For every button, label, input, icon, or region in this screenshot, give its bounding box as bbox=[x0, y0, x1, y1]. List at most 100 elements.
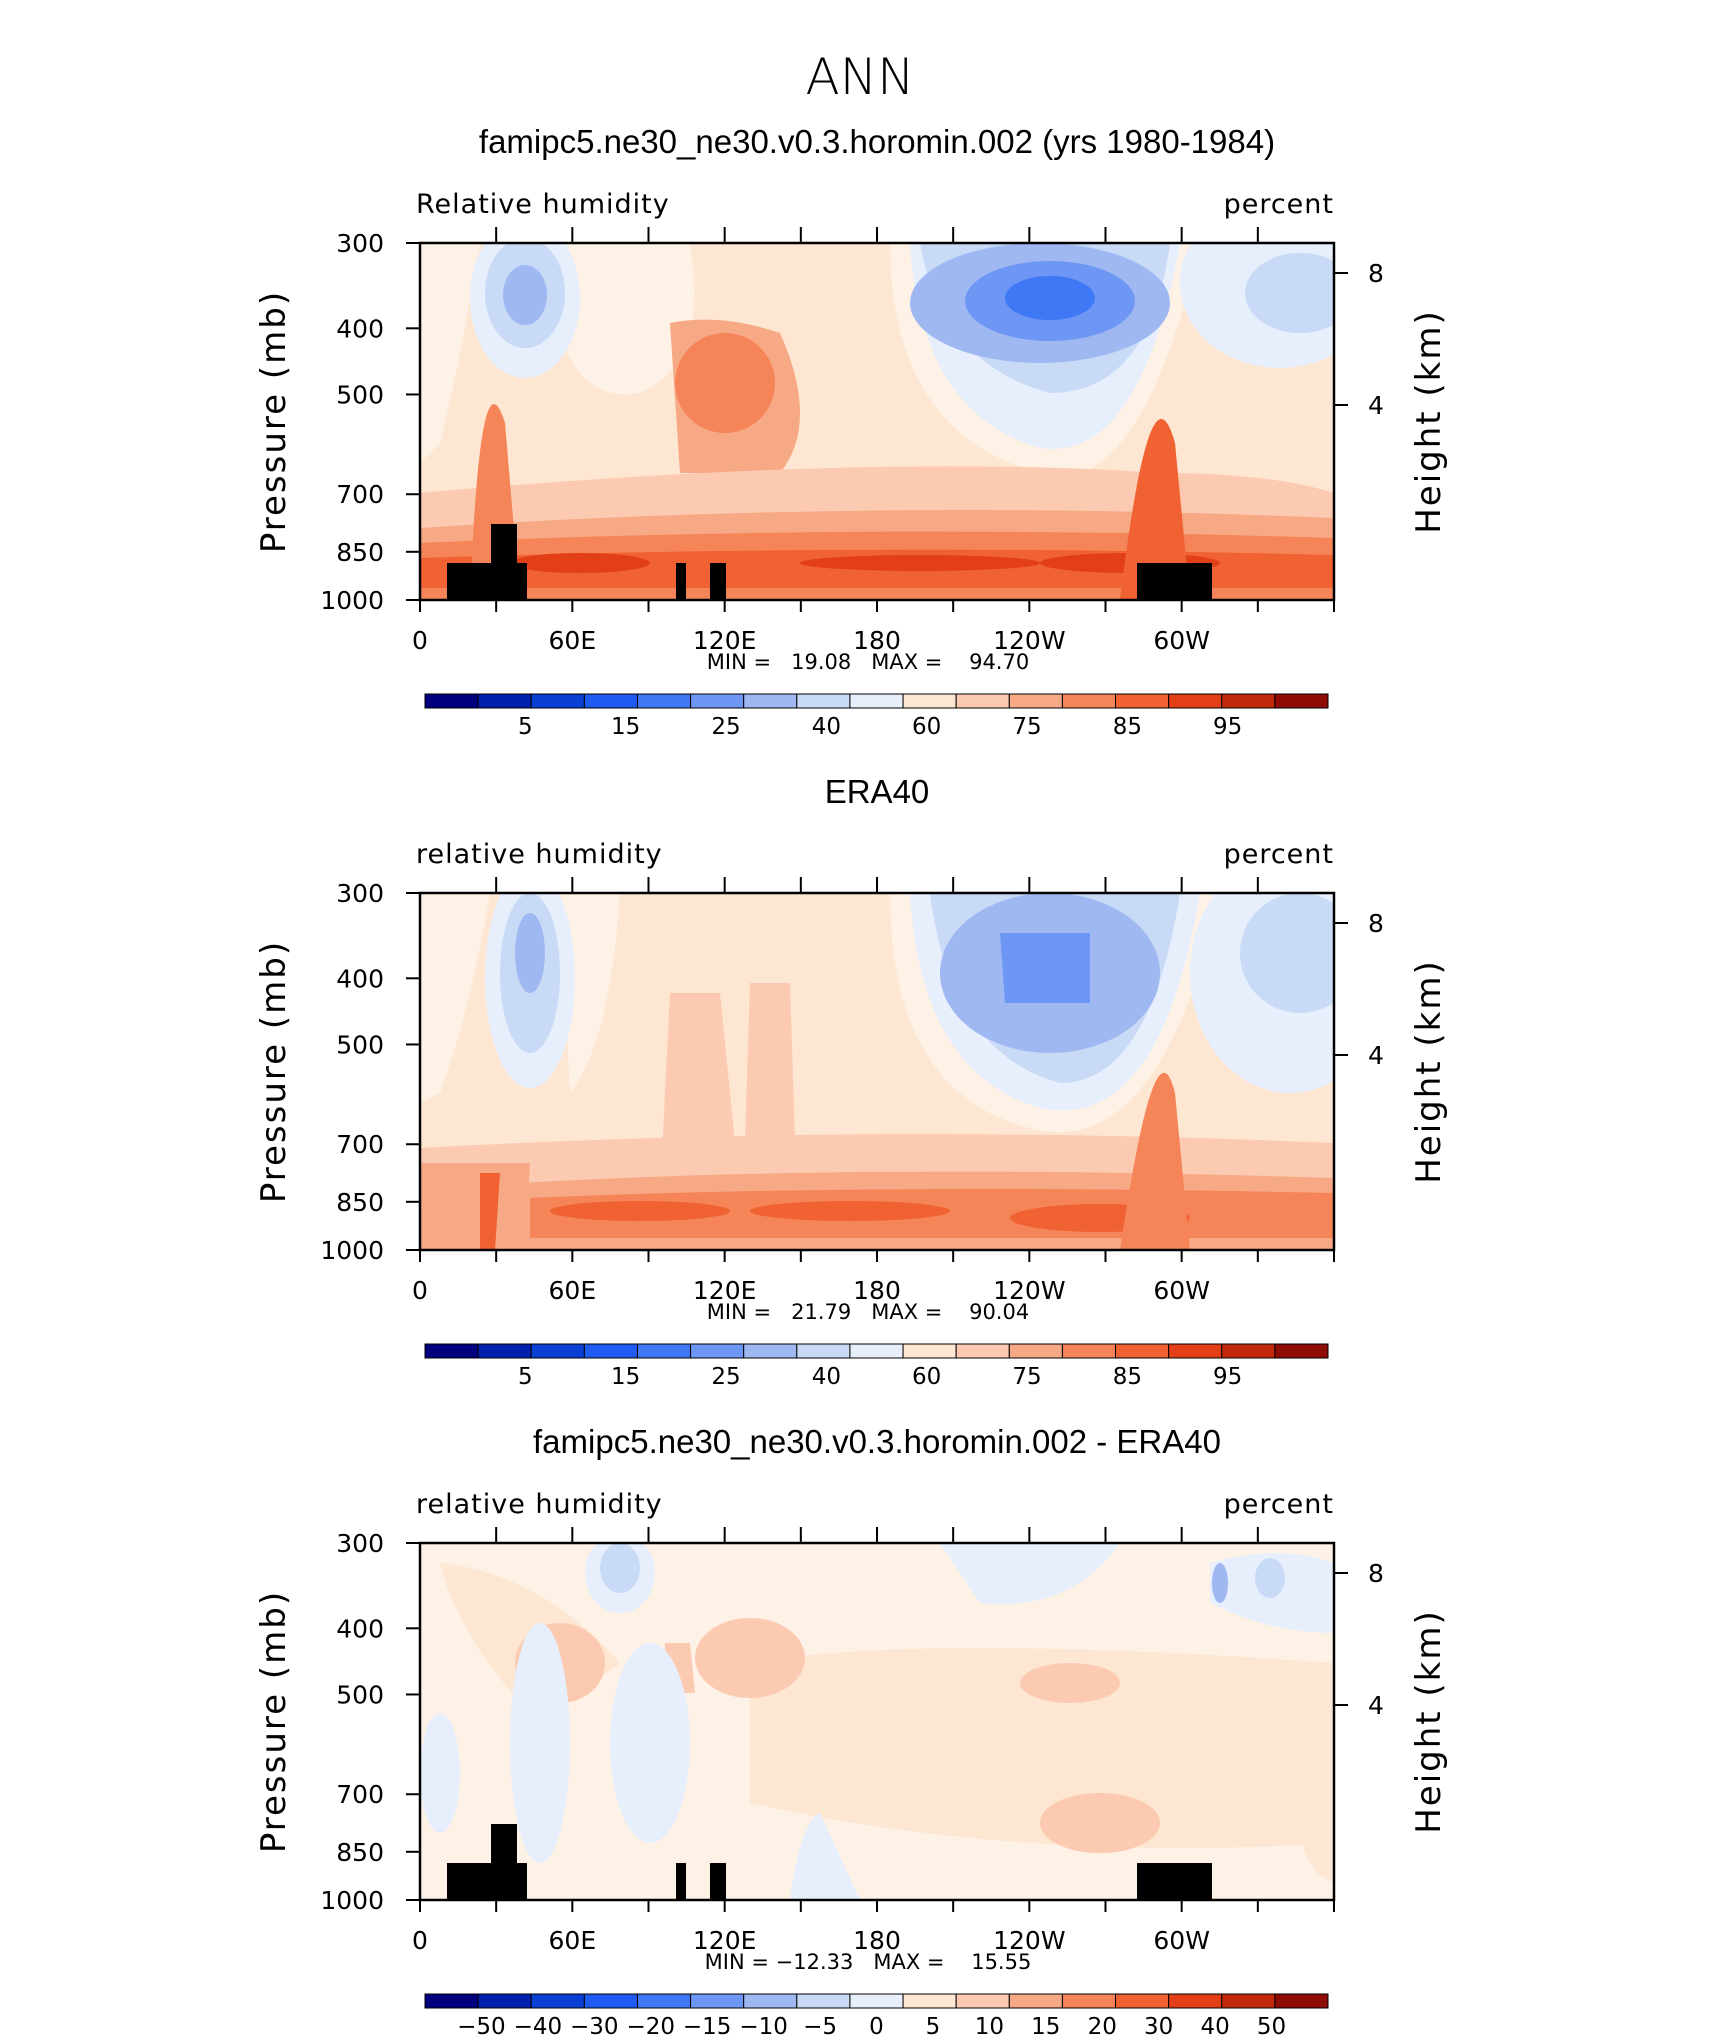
x-tick-label: 120W bbox=[993, 1926, 1065, 1955]
min-max-stats: MIN = −12.33 MAX = 15.55 bbox=[705, 1950, 1032, 1974]
colorbar-swatch bbox=[636, 1993, 692, 2009]
contour-region bbox=[503, 265, 547, 325]
colorbar-swatch bbox=[743, 1993, 798, 2009]
contour-region bbox=[610, 1643, 690, 1843]
colorbar-swatch bbox=[583, 1343, 638, 1359]
y-tick-label: 300 bbox=[336, 1529, 384, 1558]
colorbar-swatch bbox=[583, 1993, 638, 2009]
x-tick-label: 60E bbox=[549, 1276, 597, 1305]
contour-region bbox=[1120, 418, 1190, 600]
y-tick-label: 400 bbox=[336, 1614, 384, 1643]
units-label: percent bbox=[1224, 1489, 1334, 1520]
colorbar-label: 5 bbox=[518, 1364, 533, 1390]
contour-region bbox=[515, 913, 545, 993]
topography-mask bbox=[710, 563, 726, 600]
colorbar-swatch bbox=[690, 1993, 745, 2009]
y-tick-label: 1000 bbox=[320, 586, 384, 615]
y2-axis-title: Height (km) bbox=[1409, 959, 1449, 1184]
colorbar-swatch bbox=[1221, 693, 1276, 709]
y-tick-label: 700 bbox=[336, 1780, 384, 1809]
contour-region bbox=[600, 1543, 640, 1593]
colorbar-swatch bbox=[1168, 693, 1223, 709]
contour-region bbox=[1120, 1072, 1190, 1250]
colorbar-label: 30 bbox=[1144, 2014, 1173, 2038]
colorbar-swatch bbox=[849, 693, 904, 709]
colorbar-swatch bbox=[424, 1343, 479, 1359]
x-tick-label: 180 bbox=[853, 626, 901, 655]
y2-axis-title: Height (km) bbox=[1409, 1609, 1449, 1834]
topography-mask bbox=[710, 1863, 726, 1900]
colorbar-swatch bbox=[796, 1343, 851, 1359]
contour-field bbox=[420, 1543, 1334, 1900]
contour-region bbox=[1005, 276, 1095, 320]
min-max-stats: MIN = 21.79 MAX = 90.04 bbox=[707, 1300, 1029, 1324]
contour-region bbox=[1255, 1558, 1285, 1598]
colorbar-label: −50 bbox=[457, 2014, 506, 2038]
x-tick-label: 0 bbox=[412, 626, 428, 655]
y-tick-label: 700 bbox=[336, 480, 384, 509]
x-tick-label: 120E bbox=[693, 1926, 757, 1955]
colorbar-swatch bbox=[1115, 1343, 1170, 1359]
colorbar-label: 15 bbox=[611, 714, 640, 740]
colorbar-swatch bbox=[955, 1343, 1010, 1359]
panel-title: famipc5.ne30_ne30.v0.3.horomin.002 (yrs … bbox=[479, 123, 1275, 160]
colorbar-label: 75 bbox=[1012, 1364, 1041, 1390]
colorbar-swatch bbox=[690, 693, 745, 709]
y-axis-title: Pressure (mb) bbox=[254, 290, 294, 553]
y-tick-label: 1000 bbox=[320, 1886, 384, 1915]
x-tick-label: 60E bbox=[549, 626, 597, 655]
contour-region bbox=[420, 1713, 460, 1833]
contour-region bbox=[790, 1813, 860, 1900]
topography-mask bbox=[491, 1824, 517, 1900]
variable-label: relative humidity bbox=[416, 1489, 663, 1520]
colorbar-swatch bbox=[1115, 693, 1170, 709]
colorbar-swatch bbox=[743, 1343, 798, 1359]
x-tick-label: 180 bbox=[853, 1276, 901, 1305]
colorbar-swatch bbox=[955, 1993, 1010, 2009]
colorbar-swatch bbox=[796, 1993, 851, 2009]
x-tick-label: 120W bbox=[993, 626, 1065, 655]
y-tick-label: 400 bbox=[336, 314, 384, 343]
x-tick-label: 120E bbox=[693, 1276, 757, 1305]
contour-region bbox=[510, 553, 650, 573]
y-tick-label: 850 bbox=[336, 538, 384, 567]
variable-label: relative humidity bbox=[416, 839, 663, 870]
figure-title: ANN bbox=[805, 48, 914, 106]
colorbar-label: 75 bbox=[1012, 714, 1041, 740]
colorbar-swatch bbox=[1008, 693, 1063, 709]
colorbar-label: −5 bbox=[803, 2014, 837, 2038]
contour-region bbox=[745, 983, 795, 1143]
colorbar-swatch bbox=[743, 693, 798, 709]
x-tick-label: 60W bbox=[1153, 626, 1210, 655]
colorbar-label: 60 bbox=[912, 1364, 941, 1390]
colorbar-swatch bbox=[849, 1993, 904, 2009]
colorbar-swatch bbox=[1168, 1993, 1223, 2009]
contour-region bbox=[695, 1618, 805, 1698]
colorbar-label: 40 bbox=[1200, 2014, 1229, 2038]
colorbar-swatch bbox=[530, 1343, 585, 1359]
variable-label: Relative humidity bbox=[416, 189, 670, 220]
contour-region bbox=[1300, 1763, 1334, 1883]
colorbar-swatch bbox=[1115, 1993, 1170, 2009]
x-tick-label: 60E bbox=[549, 1926, 597, 1955]
colorbar-swatch bbox=[955, 693, 1010, 709]
panels-container: famipc5.ne30_ne30.v0.3.horomin.002 (yrs … bbox=[254, 123, 1449, 2038]
x-tick-label: 60W bbox=[1153, 1926, 1210, 1955]
colorbar-label: −20 bbox=[626, 2014, 675, 2038]
y2-tick-label: 8 bbox=[1368, 909, 1384, 938]
colorbar-label: 10 bbox=[975, 2014, 1004, 2038]
contour-region bbox=[750, 1201, 950, 1221]
colorbar-label: 95 bbox=[1213, 1364, 1242, 1390]
contour-region bbox=[1245, 253, 1334, 333]
colorbar-swatch bbox=[1274, 693, 1329, 709]
colorbar-label: 25 bbox=[711, 714, 740, 740]
colorbar-label: 60 bbox=[912, 714, 941, 740]
contour-region bbox=[480, 1173, 500, 1250]
colorbar-label: 15 bbox=[1031, 2014, 1060, 2038]
colorbar-label: 95 bbox=[1213, 714, 1242, 740]
topography-mask bbox=[676, 563, 686, 600]
colorbar-swatch bbox=[477, 1343, 532, 1359]
colorbar-label: 85 bbox=[1113, 1364, 1142, 1390]
